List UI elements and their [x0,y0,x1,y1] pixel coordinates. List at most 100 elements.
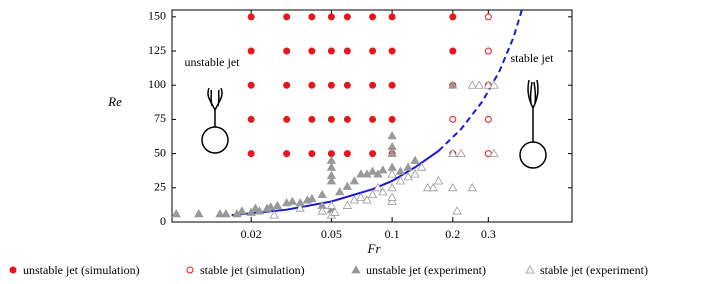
legend-marker [525,265,535,274]
unstable-jet-icon [201,87,229,154]
data-point [327,115,335,123]
data-point [387,141,397,151]
data-point [343,81,351,89]
data-point [330,207,340,216]
legend-marker [186,266,194,274]
data-point [342,181,353,190]
data-point [247,47,255,55]
data-point [247,115,255,123]
data-point [483,80,494,89]
data-point [266,202,276,211]
data-point [452,206,462,215]
data-point [307,193,317,203]
x-tick-label: 0.02 [241,227,262,241]
data-point [387,162,397,171]
data-point [343,115,351,123]
data-point [317,189,327,199]
data-point [378,187,388,196]
data-point [484,47,492,55]
data-point [388,81,396,89]
fit-curve [231,150,440,217]
legend-marker [351,265,361,274]
data-point [272,200,283,209]
data-point [448,182,458,192]
data-point [308,150,316,158]
data-point [474,80,484,89]
data-point [283,81,291,89]
data-point [387,169,397,178]
data-point [327,47,335,55]
y-tick-label: 0 [160,214,166,228]
y-tick-label: 100 [148,77,166,91]
data-point [387,196,397,205]
plot-frame [171,9,573,223]
data-point [489,80,499,89]
data-point [295,203,305,212]
data-point [326,200,337,209]
data-point [327,13,335,21]
data-point [369,13,377,21]
data-point [369,150,377,158]
data-point [410,169,420,178]
data-point [326,162,337,171]
data-point [308,13,316,21]
data-point [343,47,351,55]
data-point [373,182,383,192]
legend-label: unstable jet (simulation) [23,263,140,277]
data-point [237,206,247,215]
data-point [449,13,457,21]
data-point [367,189,378,199]
data-point [416,162,427,171]
data-point [395,176,406,185]
y-tick-label: 150 [148,9,166,23]
data-point [403,162,413,171]
data-point [326,170,337,179]
legend-label: unstable jet (experiment) [366,263,486,277]
data-point [367,166,378,175]
data-point [448,148,458,158]
data-point [433,176,444,185]
data-point [387,148,397,158]
legend-label: stable jet (experiment) [540,263,648,277]
data-point [247,150,255,158]
data-point [467,80,478,89]
y-tick-label: 50 [154,145,166,159]
data-point [428,182,438,192]
data-point [395,166,406,175]
data-point [356,169,366,178]
data-point [283,13,291,21]
data-point [484,115,492,123]
data-point [388,13,396,21]
data-point [343,13,351,21]
data-point [326,155,337,164]
data-point [448,80,458,89]
data-point [283,115,291,123]
data-point [369,47,377,55]
data-point [378,165,388,174]
data-point [449,115,457,123]
annotation: unstable jet [185,55,241,69]
data-point [317,206,327,215]
data-point [326,176,337,185]
data-point [356,192,366,201]
data-point [269,210,279,219]
data-point [388,47,396,55]
data-point [387,182,397,192]
annotation: stable jet [511,51,555,65]
data-point [349,195,360,204]
y-tick-label: 125 [148,43,166,57]
data-point [215,208,225,218]
data-point [387,192,397,201]
y-tick-label: 25 [154,180,166,194]
data-point [343,150,351,158]
data-point [250,203,261,212]
data-point [308,47,316,55]
data-point [349,176,360,185]
data-point [410,155,420,164]
data-point [387,131,397,140]
data-point [287,196,298,205]
stable-jet-icon [519,79,547,169]
y-tick-label: 75 [154,111,166,125]
data-point [373,169,383,178]
legend-marker [9,266,17,274]
